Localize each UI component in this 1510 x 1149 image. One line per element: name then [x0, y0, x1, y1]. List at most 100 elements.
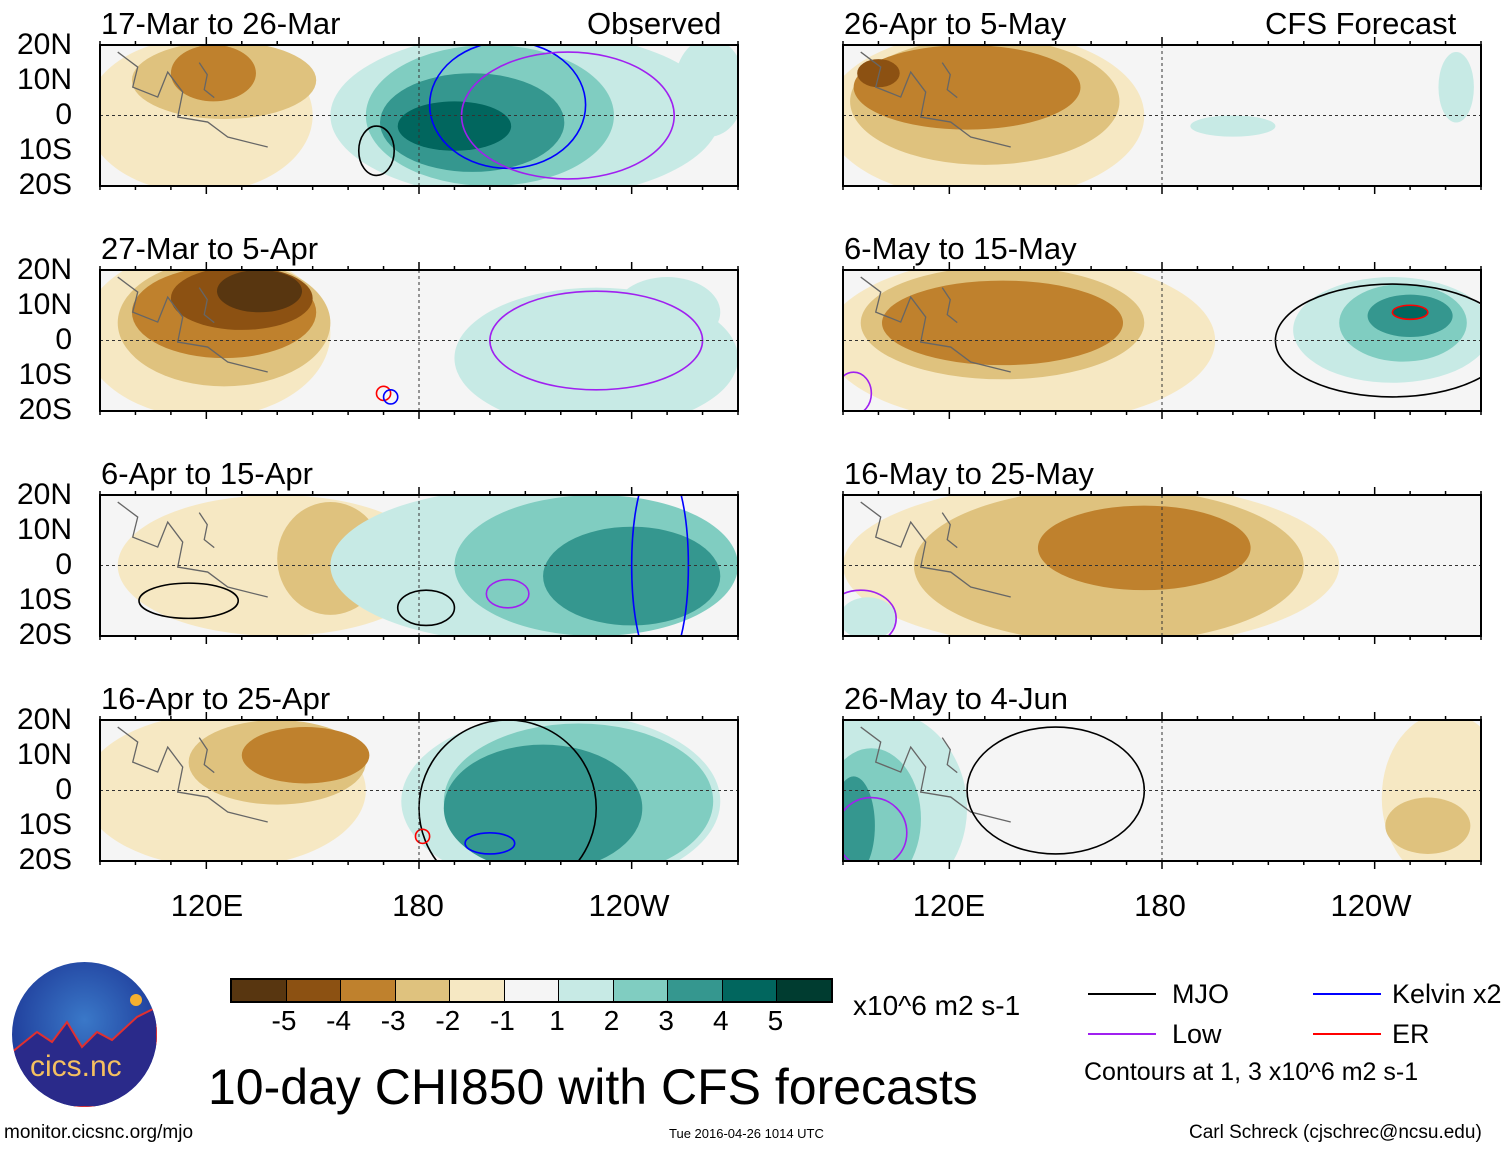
lon-label-180: 180	[1134, 888, 1186, 923]
lat-label: 10S	[18, 358, 72, 391]
legend-mjo-label: MJO	[1172, 979, 1229, 1009]
contour-mjo	[138, 582, 240, 620]
panel-title: 27-Mar to 5-Apr	[101, 231, 319, 266]
colorbar-swatch	[504, 980, 559, 1001]
colorbar-swatch	[395, 980, 450, 1001]
lat-label: 20N	[16, 703, 72, 736]
colorbar-label: -2	[435, 1005, 461, 1036]
panel-title: 26-Apr to 5-May	[844, 6, 1067, 41]
legend-kelvin-line	[1313, 993, 1381, 995]
units-label: x10^6 m2 s-1	[853, 990, 1021, 1021]
footer-url[interactable]: monitor.cicsnc.org/mjo	[4, 1122, 194, 1143]
colorbar-label: 4	[713, 1005, 729, 1036]
shaded-anomaly	[674, 45, 738, 137]
panel-title: 6-Apr to 15-Apr	[101, 456, 313, 491]
contour-er	[414, 828, 431, 845]
lat-label: 10S	[18, 583, 72, 616]
lat-label: 0	[55, 98, 72, 131]
colorbar-label: -1	[489, 1005, 515, 1036]
shaded-anomaly	[216, 270, 303, 313]
lon-label-120w: 120W	[1330, 888, 1412, 923]
shaded-anomaly	[843, 597, 897, 636]
coastline	[860, 51, 1011, 148]
lat-label: 20S	[18, 843, 72, 876]
footer-author: Carl Schreck (cjschrec@ncsu.edu)	[1189, 1122, 1482, 1143]
coastline	[117, 276, 268, 373]
panel-title: 6-May to 15-May	[844, 231, 1077, 266]
map-panel	[842, 487, 1482, 644]
contour-kelvin	[464, 832, 516, 855]
colorbar-label: 1	[549, 1005, 565, 1036]
colorbar-swatch	[286, 980, 341, 1001]
colorbar-swatch	[559, 980, 614, 1001]
colorbar-swatch	[450, 980, 505, 1001]
lat-label: 0	[55, 548, 72, 581]
colorbar-swatch	[341, 980, 396, 1001]
colorbar-label: 2	[603, 1005, 620, 1036]
coastline	[117, 726, 268, 823]
legend-low-line	[1088, 1033, 1156, 1035]
map-panel	[99, 37, 739, 194]
shaded-anomaly	[397, 101, 512, 151]
lat-label: 20N	[16, 28, 72, 61]
lat-label: 10N	[16, 738, 72, 771]
colorbar-swatch	[232, 980, 287, 1001]
legend-kelvin-label: Kelvin x2	[1392, 979, 1502, 1009]
lon-label-120e: 120E	[912, 888, 986, 923]
shaded-anomaly	[613, 277, 721, 348]
legend-note: Contours at 1, 3 x10^6 m2 s-1	[1084, 1058, 1419, 1086]
logo-text: cics.nc	[30, 1050, 122, 1083]
contour-mjo	[357, 125, 395, 177]
map-panel	[842, 712, 1482, 869]
cicsnc-logo: cics.nc	[12, 962, 157, 1107]
contour-er	[1391, 304, 1429, 321]
shaded-anomaly	[1381, 720, 1481, 861]
colorbar-swatch	[613, 980, 668, 1001]
colorbar-label: 5	[767, 1005, 784, 1036]
colorbar-swatch	[722, 980, 777, 1001]
contour-er	[375, 385, 392, 402]
legend-er-line	[1313, 1033, 1381, 1035]
colorbar-label: -5	[271, 1005, 297, 1036]
colorbar-swatch	[668, 980, 723, 1001]
coastline	[117, 51, 268, 148]
lat-label: 10S	[18, 133, 72, 166]
colorbar-label: 3	[658, 1005, 674, 1036]
panel-title: 16-May to 25-May	[844, 456, 1094, 491]
panel-title: 16-Apr to 25-Apr	[101, 681, 331, 716]
footer-timestamp: Tue 2016-04-26 1014 UTC	[669, 1126, 824, 1141]
colorbar	[230, 978, 833, 1003]
contour-mjo	[396, 589, 456, 627]
shaded-anomaly	[853, 45, 1081, 130]
lat-label: 0	[55, 773, 72, 806]
coastline	[860, 501, 1011, 598]
shaded-anomaly	[1438, 52, 1474, 123]
shaded-anomaly	[443, 744, 643, 861]
contour-mjo	[418, 720, 597, 861]
contour-kelvin	[382, 389, 399, 405]
shaded-anomaly	[1190, 115, 1276, 137]
lon-label-120w: 120W	[588, 888, 670, 923]
colorbar-label: -3	[380, 1005, 406, 1036]
legend-er-label: ER	[1392, 1019, 1430, 1049]
lat-label: 20S	[18, 618, 72, 651]
map-panel	[842, 262, 1482, 419]
lat-label: 10N	[16, 288, 72, 321]
contour-low	[843, 589, 897, 636]
map-panel	[842, 37, 1482, 194]
lon-label-120e: 120E	[170, 888, 244, 923]
map-panel	[99, 712, 739, 869]
coastline	[860, 726, 1011, 823]
shaded-anomaly	[170, 45, 256, 102]
colorbar-swatch	[777, 980, 831, 1001]
figure-title: 10-day CHI850 with CFS forecasts	[208, 1059, 978, 1115]
map-panel	[99, 262, 739, 419]
shaded-anomaly	[1385, 797, 1471, 854]
panel-title: 26-May to 4-Jun	[844, 681, 1068, 716]
lat-label: 10N	[16, 513, 72, 546]
contour-low	[843, 796, 908, 861]
forecast-label: CFS Forecast	[1265, 6, 1457, 41]
map-panel	[99, 487, 739, 644]
shaded-anomaly	[241, 727, 370, 784]
